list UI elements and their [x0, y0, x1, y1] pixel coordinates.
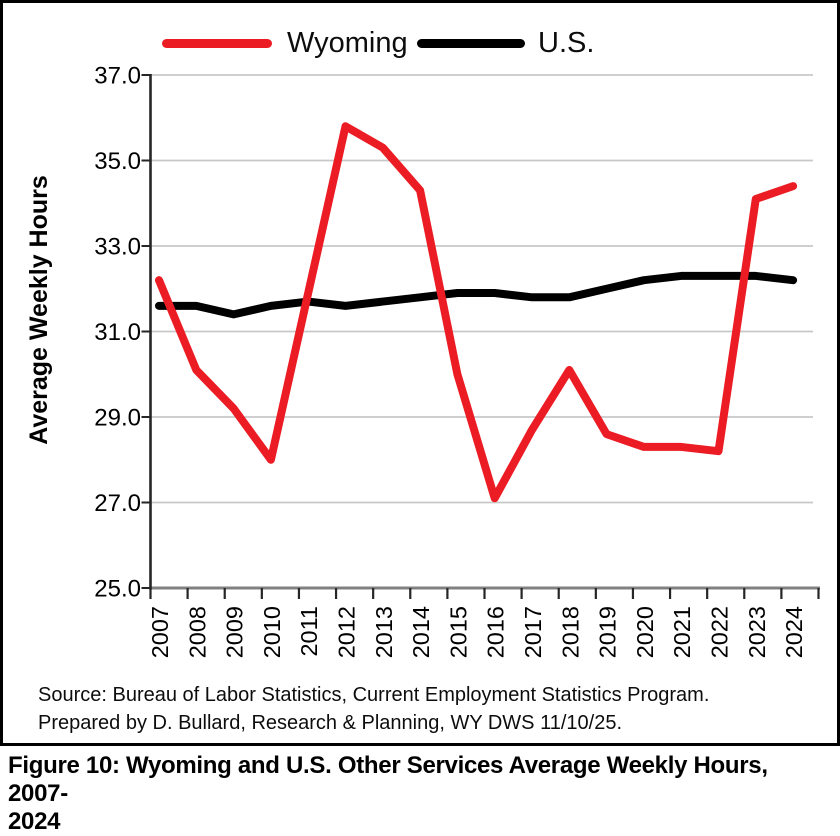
x-tick-label: 2020: [632, 606, 658, 658]
x-tick-label: 2018: [557, 606, 583, 658]
source-line-2: Prepared by D. Bullard, Research & Plann…: [38, 712, 622, 734]
y-tick-label: 35.0: [94, 148, 141, 175]
y-tick-label: 25.0: [94, 576, 141, 603]
y-tick-label: 31.0: [94, 319, 141, 346]
x-tick-label: 2022: [707, 606, 733, 658]
x-tick-label: 2008: [184, 606, 210, 658]
caption-line-2: 2024: [8, 808, 61, 835]
x-tick-label: 2019: [595, 606, 621, 658]
caption-line-1: Figure 10: Wyoming and U.S. Other Servic…: [8, 752, 768, 807]
series-line-us: [155, 271, 798, 319]
x-tick-label: 2023: [744, 606, 770, 658]
legend-swatch-wyoming: [162, 39, 272, 48]
y-tick-label: 27.0: [94, 490, 141, 517]
figure-caption: Figure 10: Wyoming and U.S. Other Servic…: [8, 752, 828, 836]
x-tick-label: 2011: [296, 606, 322, 657]
legend-label-us: U.S.: [538, 27, 595, 59]
y-tick-label: 33.0: [94, 234, 141, 261]
y-tick-label: 37.0: [94, 63, 141, 90]
x-tick-label: 2007: [147, 606, 173, 658]
x-tick-label: 2010: [259, 606, 285, 658]
x-tick-label: 2012: [334, 606, 360, 658]
y-tick-label: 29.0: [94, 405, 141, 432]
legend-label-wyoming: Wyoming: [287, 27, 408, 59]
x-tick-label: 2013: [371, 606, 397, 658]
series-line-wyoming: [155, 122, 798, 503]
source-note: Source: Bureau of Labor Statistics, Curr…: [38, 681, 709, 737]
legend-swatch-us: [417, 39, 525, 48]
source-line-1: Source: Bureau of Labor Statistics, Curr…: [38, 684, 710, 706]
x-tick-label: 2024: [781, 606, 807, 658]
x-tick-label: 2017: [520, 606, 546, 658]
x-tick-label: 2009: [222, 606, 248, 658]
x-tick-label: 2014: [408, 606, 434, 658]
x-tick-label: 2016: [483, 606, 509, 658]
x-tick-label: 2015: [445, 606, 471, 658]
chart-frame: Wyoming U.S. Average Weekly Hours 37.0 35…: [0, 0, 840, 746]
x-tick-label: 2021: [669, 606, 695, 658]
